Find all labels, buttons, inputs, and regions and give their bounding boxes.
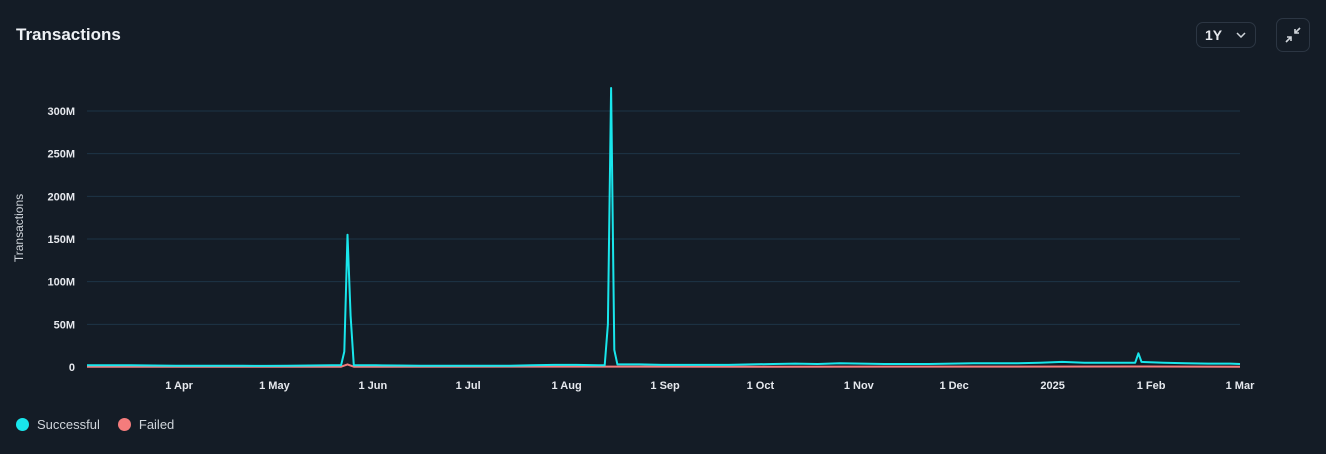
x-tick-label: 1 Sep: [650, 380, 680, 392]
successful-swatch: [16, 418, 29, 431]
y-tick-label: 300M: [47, 106, 75, 118]
y-tick-label: 150M: [47, 234, 75, 246]
y-tick-label: 100M: [47, 277, 75, 289]
collapse-button[interactable]: [1276, 18, 1310, 52]
x-tick-label: 1 Apr: [165, 380, 193, 392]
legend-item-successful[interactable]: Successful: [16, 417, 100, 432]
y-tick-label: 250M: [47, 149, 75, 161]
x-tick-label: 1 Jul: [456, 380, 481, 392]
x-tick-label: 1 Dec: [939, 380, 968, 392]
chart-title: Transactions: [16, 25, 121, 44]
x-tick-label: 1 Feb: [1137, 380, 1166, 392]
legend-item-failed[interactable]: Failed: [117, 417, 175, 432]
series-line-successful: [87, 87, 1241, 367]
collapse-arrows-icon: [1285, 27, 1301, 43]
transactions-chart: Transactions 0 50M 100M 150M 200M 250M 300M 1 A…: [12, 87, 1255, 392]
x-tick-label: 1 Mar: [1226, 380, 1255, 392]
y-axis-label: Transactions: [12, 194, 26, 262]
x-tick-label: 1 Jun: [359, 380, 388, 392]
y-tick-label: 200M: [47, 191, 75, 203]
x-tick-label: 1 May: [259, 380, 290, 392]
time-range-dropdown[interactable]: 1Y: [1196, 22, 1256, 48]
legend-label: Failed: [138, 417, 175, 432]
x-tick-label: 1 Aug: [552, 380, 582, 392]
x-tick-label: 1 Nov: [844, 380, 875, 392]
x-tick-label: 2025: [1040, 380, 1064, 392]
failed-swatch: [117, 418, 131, 431]
y-tick-label: 50M: [54, 319, 75, 331]
x-tick-label: 1 Oct: [747, 380, 775, 392]
legend-label: Successful: [37, 417, 100, 432]
chevron-down-icon: [1236, 32, 1246, 38]
time-range-value: 1Y: [1205, 27, 1223, 43]
legend: Successful Failed: [16, 417, 174, 432]
y-tick-label: 0: [69, 362, 75, 374]
